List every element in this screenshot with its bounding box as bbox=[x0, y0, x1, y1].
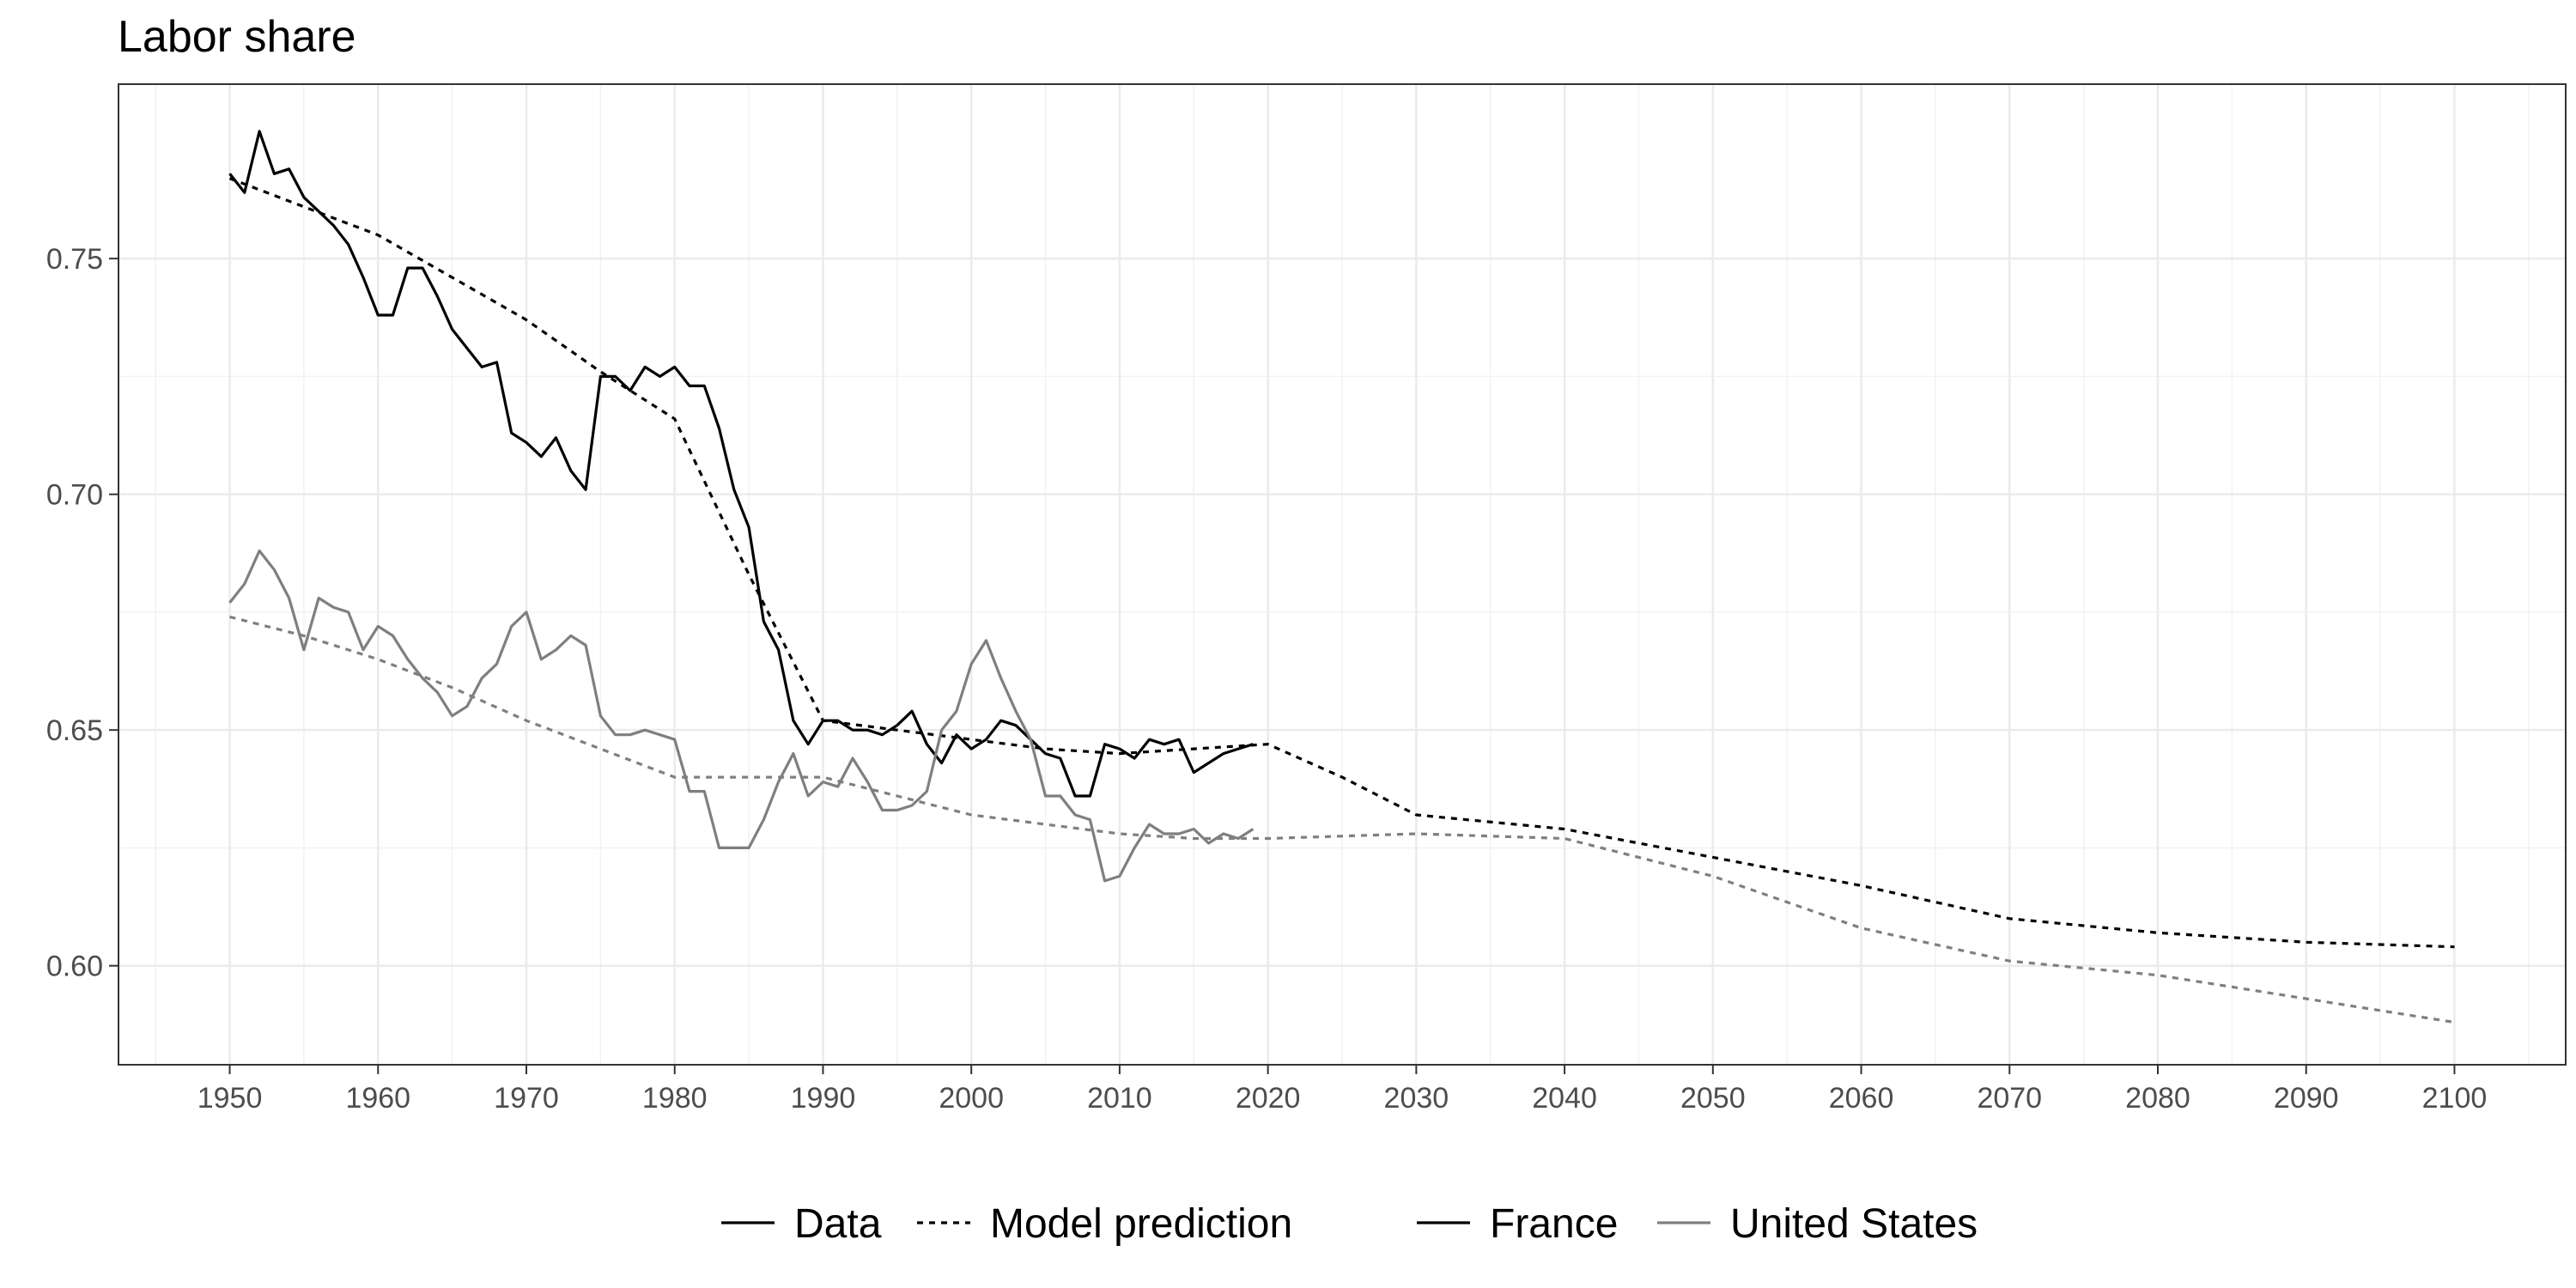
x-tick-label: 1980 bbox=[642, 1082, 708, 1115]
plot-border bbox=[118, 83, 2567, 1066]
x-tick-label: 2010 bbox=[1087, 1082, 1152, 1115]
x-tick-label: 2090 bbox=[2274, 1082, 2339, 1115]
x-tick-label: 1990 bbox=[791, 1082, 856, 1115]
grid-layer bbox=[118, 84, 2566, 1065]
x-tick-label: 1960 bbox=[345, 1082, 410, 1115]
chart-title: Labor share bbox=[118, 12, 356, 62]
series-layer bbox=[228, 130, 2455, 1024]
x-tick-label: 2100 bbox=[2422, 1082, 2488, 1115]
series-line-france-data bbox=[228, 130, 1254, 798]
y-tick-label: 0.65 bbox=[46, 714, 103, 747]
legend-data-label: Data bbox=[794, 1201, 882, 1247]
x-tick-label: 2070 bbox=[1977, 1082, 2042, 1115]
x-tick-label: 2060 bbox=[1829, 1082, 1894, 1115]
x-tick-label: 2030 bbox=[1384, 1082, 1449, 1115]
axis-layer: 1950 1960 1970 1980 1990 2000 2010 2020 2030 2040… bbox=[46, 243, 2487, 1115]
legend-united-states-label: United States bbox=[1730, 1201, 1978, 1247]
x-tick-label: 2050 bbox=[1680, 1082, 1746, 1115]
y-tick-label: 0.60 bbox=[46, 951, 103, 983]
series-line-france-model bbox=[228, 177, 2455, 949]
y-tick-label: 0.75 bbox=[46, 243, 103, 276]
x-tick-label: 2000 bbox=[939, 1082, 1004, 1115]
legend-france-label: France bbox=[1490, 1201, 1618, 1247]
x-tick-label: 1950 bbox=[197, 1082, 263, 1115]
x-tick-label: 1970 bbox=[494, 1082, 559, 1115]
legend: Data Model prediction France United States bbox=[721, 1201, 1978, 1247]
x-tick-label: 2040 bbox=[1532, 1082, 1597, 1115]
legend-model-prediction-label: Model prediction bbox=[990, 1201, 1292, 1247]
y-tick-label: 0.70 bbox=[46, 479, 103, 512]
x-tick-label: 2020 bbox=[1236, 1082, 1301, 1115]
x-tick-label: 2080 bbox=[2125, 1082, 2190, 1115]
series-line-united-states-data bbox=[228, 549, 1255, 883]
